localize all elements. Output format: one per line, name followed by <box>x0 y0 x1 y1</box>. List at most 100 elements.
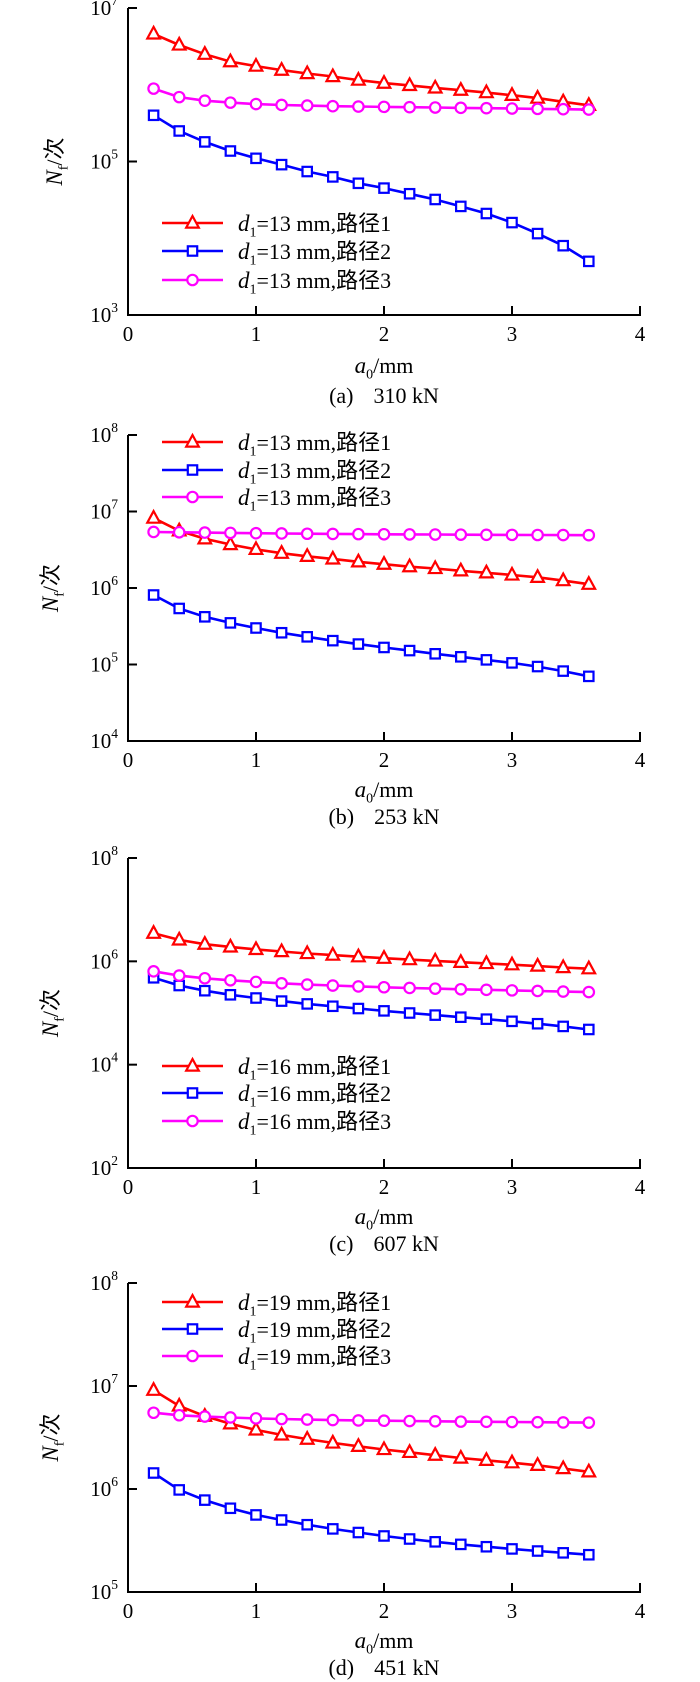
y-tick-label: 105 <box>90 147 118 174</box>
series-marker <box>352 638 365 650</box>
chart-panel-a: 0 1 2 3 4 103 105 107 d1=13 mm,路径1 d1=13 mm,路径2 d1… <box>0 0 700 415</box>
series-marker <box>454 1415 468 1428</box>
series-marker <box>352 1526 365 1539</box>
series-marker <box>531 1017 544 1030</box>
series-marker <box>172 525 186 539</box>
series-triangle <box>145 1380 597 1478</box>
series-marker <box>531 1415 544 1429</box>
series-marker <box>529 956 546 972</box>
series-marker <box>147 109 160 122</box>
legend-marker <box>184 1056 201 1072</box>
y-tick-label: 103 <box>90 300 118 327</box>
x-tick-label: 1 <box>251 748 262 772</box>
legend-marker <box>186 273 199 287</box>
series-marker <box>582 1548 595 1561</box>
series-marker <box>275 1412 288 1426</box>
series-marker <box>505 1415 519 1429</box>
x-tick-label: 0 <box>123 322 134 346</box>
series-marker <box>377 100 391 114</box>
series-circle <box>147 1406 596 1429</box>
y-tick-label: 108 <box>90 843 118 870</box>
series-marker <box>557 665 569 677</box>
series-marker <box>196 934 213 950</box>
series-marker <box>173 602 185 615</box>
x-tick-label: 4 <box>635 748 646 772</box>
series-marker <box>224 526 237 540</box>
series-marker <box>273 1425 290 1441</box>
series-marker <box>299 546 316 562</box>
legend-marker <box>186 464 199 476</box>
series-marker <box>375 948 393 964</box>
series-marker <box>529 1455 546 1471</box>
series-marker <box>480 654 493 666</box>
y-axis-label: Nf/次 <box>38 564 67 613</box>
series-marker <box>556 528 570 542</box>
series-marker <box>247 1420 265 1436</box>
y-tick-label: 105 <box>90 1577 118 1604</box>
series-marker <box>582 1023 595 1036</box>
x-tick-label: 0 <box>123 1175 134 1199</box>
series-marker <box>427 559 444 575</box>
series-marker <box>352 527 365 541</box>
series-marker <box>503 85 521 101</box>
series-marker <box>452 1448 469 1464</box>
series-marker <box>199 611 211 623</box>
series-marker <box>326 1413 340 1427</box>
series-marker <box>403 981 416 995</box>
series-marker <box>300 1413 314 1426</box>
legend-label: d1=19 mm,路径3 <box>238 1344 391 1373</box>
series-marker <box>505 102 519 115</box>
series-marker <box>275 977 288 990</box>
series-marker <box>273 942 290 958</box>
series-marker <box>506 1015 518 1028</box>
legend-marker <box>184 432 201 448</box>
x-tick-label: 1 <box>251 1599 262 1623</box>
series-marker <box>249 975 263 989</box>
y-tick-label: 107 <box>90 497 118 524</box>
series-marker <box>196 44 213 60</box>
legend-label: d1=13 mm,路径2 <box>238 458 391 487</box>
series-triangle <box>145 24 597 111</box>
series-marker <box>582 255 595 268</box>
series-marker <box>428 982 442 995</box>
series-marker <box>300 527 314 541</box>
series-marker <box>454 101 468 115</box>
y-axis-label: Nf/次 <box>42 137 71 186</box>
series-marker <box>224 989 237 1001</box>
legend-marker <box>186 1323 199 1335</box>
series-line <box>153 32 589 107</box>
series-marker <box>171 930 188 946</box>
caption: (b) 253 kN <box>328 804 439 829</box>
series-marker <box>350 1436 367 1452</box>
series-marker <box>327 634 339 647</box>
series-marker <box>199 136 211 148</box>
series-marker <box>480 528 493 542</box>
x-tick-label: 2 <box>379 322 390 346</box>
series-marker <box>224 1502 237 1515</box>
series-marker <box>478 83 495 99</box>
series-marker <box>247 540 265 556</box>
series-marker <box>429 647 441 660</box>
series-marker <box>454 528 468 541</box>
series-marker <box>580 574 597 590</box>
series-marker <box>247 56 265 72</box>
series-marker <box>377 527 391 541</box>
series-marker <box>324 67 341 83</box>
series-marker <box>582 670 595 683</box>
legend-label: d1=13 mm,路径3 <box>238 268 391 297</box>
series-marker <box>377 1414 391 1428</box>
legend-marker <box>186 1087 199 1099</box>
series-marker <box>172 1408 186 1422</box>
x-tick-label: 2 <box>379 748 390 772</box>
series-marker <box>452 561 469 577</box>
y-tick-label: 106 <box>90 573 118 600</box>
series-marker <box>250 622 262 634</box>
x-axis-label: a0/mm <box>355 777 414 806</box>
x-tick-label: 1 <box>251 1175 262 1199</box>
series-marker <box>531 1545 544 1557</box>
series-square <box>147 1467 595 1561</box>
series-marker <box>300 978 314 991</box>
series-marker <box>299 1429 316 1445</box>
